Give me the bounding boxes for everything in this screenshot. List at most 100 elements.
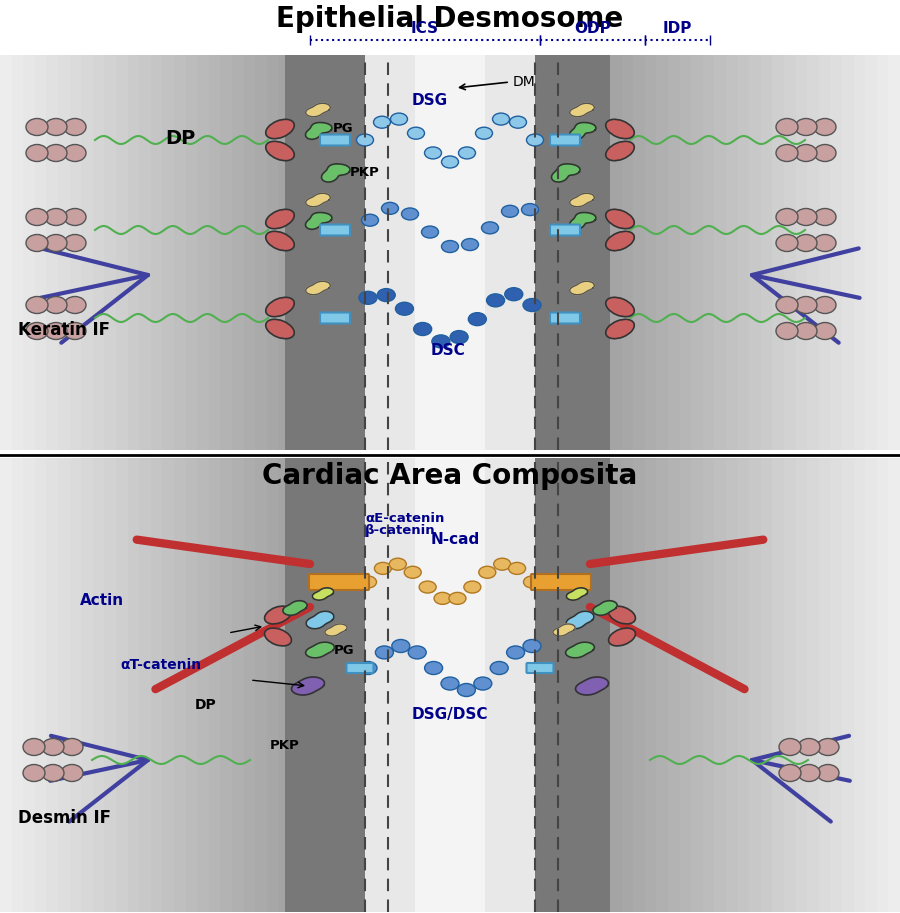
Polygon shape — [566, 611, 594, 629]
Ellipse shape — [359, 576, 376, 588]
Ellipse shape — [64, 208, 86, 226]
Polygon shape — [312, 588, 334, 600]
Bar — [819, 458, 832, 912]
Ellipse shape — [45, 119, 67, 135]
Ellipse shape — [608, 628, 635, 645]
Bar — [865, 55, 878, 450]
Ellipse shape — [606, 231, 634, 251]
Ellipse shape — [23, 764, 45, 782]
Ellipse shape — [508, 562, 526, 574]
Ellipse shape — [776, 119, 798, 135]
Ellipse shape — [42, 739, 64, 755]
Ellipse shape — [457, 684, 475, 697]
Ellipse shape — [475, 127, 492, 139]
Ellipse shape — [482, 222, 499, 234]
Bar — [784, 458, 796, 912]
Text: Epithelial Desmosome: Epithelial Desmosome — [276, 5, 624, 33]
Ellipse shape — [26, 144, 48, 162]
Ellipse shape — [814, 119, 836, 135]
Ellipse shape — [814, 297, 836, 313]
Polygon shape — [565, 642, 594, 658]
Ellipse shape — [795, 322, 817, 340]
Ellipse shape — [425, 147, 442, 159]
Bar — [12, 55, 24, 450]
Bar — [174, 55, 186, 450]
Ellipse shape — [64, 235, 86, 251]
Ellipse shape — [42, 764, 64, 782]
Text: IDP: IDP — [662, 21, 692, 36]
Ellipse shape — [266, 120, 294, 139]
Bar — [162, 55, 175, 450]
FancyBboxPatch shape — [531, 574, 591, 590]
Polygon shape — [306, 103, 330, 117]
Bar — [749, 458, 761, 912]
Ellipse shape — [798, 764, 820, 782]
Bar — [116, 458, 129, 912]
Bar — [104, 55, 117, 450]
Text: αT-catenin: αT-catenin — [120, 658, 201, 672]
Ellipse shape — [817, 739, 839, 755]
Ellipse shape — [606, 320, 634, 339]
Polygon shape — [306, 194, 330, 206]
Ellipse shape — [507, 645, 525, 659]
Bar — [644, 55, 657, 450]
Bar — [634, 55, 646, 450]
Bar — [128, 55, 140, 450]
Polygon shape — [575, 677, 608, 695]
Polygon shape — [305, 213, 332, 229]
Ellipse shape — [817, 764, 839, 782]
Bar — [151, 55, 164, 450]
Bar — [174, 458, 186, 912]
Bar — [185, 458, 198, 912]
Bar — [220, 55, 233, 450]
Bar — [244, 55, 256, 450]
Bar — [772, 458, 785, 912]
Ellipse shape — [491, 662, 508, 675]
Bar — [715, 55, 727, 450]
Bar — [23, 55, 36, 450]
Polygon shape — [321, 163, 350, 182]
Ellipse shape — [266, 142, 294, 161]
Ellipse shape — [776, 235, 798, 251]
Ellipse shape — [606, 120, 634, 139]
Bar — [738, 55, 751, 450]
Ellipse shape — [61, 739, 83, 755]
Ellipse shape — [374, 562, 392, 574]
FancyBboxPatch shape — [526, 663, 554, 673]
Ellipse shape — [421, 226, 438, 238]
Bar — [726, 55, 739, 450]
Bar — [69, 458, 82, 912]
Ellipse shape — [526, 134, 544, 146]
Text: Desmin IF: Desmin IF — [18, 809, 111, 827]
Bar — [278, 458, 291, 912]
Ellipse shape — [404, 566, 421, 578]
Ellipse shape — [64, 144, 86, 162]
Text: ODP: ODP — [574, 21, 611, 36]
Ellipse shape — [795, 144, 817, 162]
Ellipse shape — [521, 204, 538, 215]
Ellipse shape — [266, 231, 294, 251]
Polygon shape — [570, 281, 594, 295]
Bar — [610, 458, 623, 912]
Text: PG: PG — [334, 644, 355, 656]
Ellipse shape — [45, 144, 67, 162]
Polygon shape — [306, 281, 330, 295]
Ellipse shape — [795, 297, 817, 313]
Ellipse shape — [266, 209, 294, 228]
Ellipse shape — [479, 566, 496, 578]
Polygon shape — [325, 624, 347, 636]
Ellipse shape — [473, 677, 491, 690]
Bar — [703, 55, 716, 450]
Bar — [47, 55, 59, 450]
Bar — [691, 55, 704, 450]
Bar — [266, 458, 279, 912]
Bar — [266, 55, 279, 450]
Ellipse shape — [458, 147, 475, 159]
Ellipse shape — [442, 240, 458, 253]
Ellipse shape — [408, 127, 425, 139]
Ellipse shape — [779, 764, 801, 782]
Ellipse shape — [464, 581, 481, 593]
Bar — [668, 55, 680, 450]
Bar — [888, 458, 900, 912]
Bar — [749, 55, 761, 450]
